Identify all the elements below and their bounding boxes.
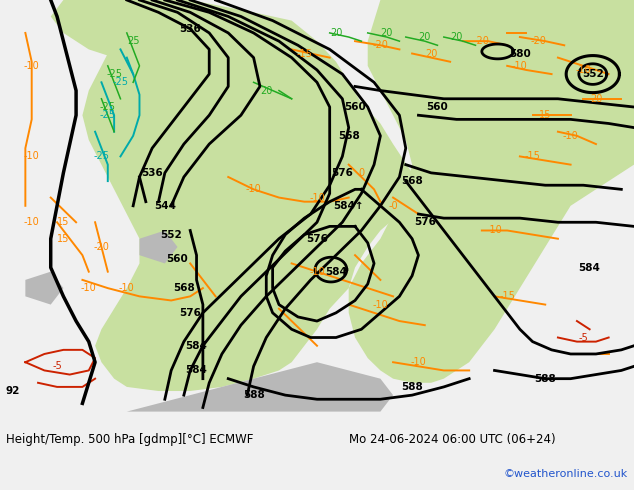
Polygon shape	[25, 271, 63, 305]
Text: Mo 24-06-2024 06:00 UTC (06+24): Mo 24-06-2024 06:00 UTC (06+24)	[349, 433, 555, 445]
Text: -10: -10	[512, 61, 527, 71]
Text: -25: -25	[112, 77, 129, 87]
Text: 576: 576	[414, 217, 436, 227]
Text: 588: 588	[534, 374, 556, 384]
Text: 92: 92	[6, 386, 20, 396]
Text: 20: 20	[590, 94, 602, 104]
Text: 584↑: 584↑	[333, 201, 364, 211]
Text: -20: -20	[474, 36, 490, 46]
Text: 568: 568	[401, 176, 423, 186]
Text: -10: -10	[24, 151, 39, 161]
Text: -10: -10	[119, 283, 134, 293]
Text: 560: 560	[167, 254, 188, 264]
Text: -0: -0	[388, 201, 398, 211]
Text: 560: 560	[427, 102, 448, 112]
Text: -20: -20	[531, 36, 547, 46]
Text: -5: -5	[578, 333, 588, 343]
Text: 576: 576	[332, 168, 353, 178]
Text: 20: 20	[425, 49, 437, 58]
Text: -25: -25	[100, 110, 116, 120]
Text: -10: -10	[411, 357, 426, 367]
Text: -10: -10	[373, 299, 388, 310]
Text: 25: 25	[127, 36, 139, 46]
Text: 584: 584	[325, 267, 347, 277]
Text: ©weatheronline.co.uk: ©weatheronline.co.uk	[503, 469, 628, 479]
Text: 560: 560	[344, 102, 366, 112]
Polygon shape	[51, 0, 165, 58]
Text: -15: -15	[296, 49, 313, 58]
Text: -25: -25	[100, 102, 116, 112]
Text: 20: 20	[330, 28, 342, 38]
Text: 552: 552	[160, 230, 182, 240]
Text: -10: -10	[563, 131, 578, 141]
Text: 568: 568	[173, 283, 195, 293]
Text: 544: 544	[154, 201, 176, 211]
Text: -10: -10	[487, 225, 502, 236]
Text: 588: 588	[401, 382, 423, 392]
Text: 15: 15	[57, 217, 70, 227]
Polygon shape	[82, 0, 412, 391]
Text: 536: 536	[141, 168, 163, 178]
Text: 584: 584	[579, 263, 600, 272]
Text: 536: 536	[179, 24, 201, 34]
Text: 568: 568	[338, 131, 359, 141]
Text: -20: -20	[372, 40, 389, 50]
Text: 584: 584	[186, 366, 207, 375]
Text: -15: -15	[524, 151, 541, 161]
Text: 0: 0	[358, 168, 365, 178]
Polygon shape	[349, 0, 634, 383]
Text: -10: -10	[246, 184, 261, 195]
Text: 576: 576	[179, 308, 201, 318]
Text: -10: -10	[576, 65, 591, 75]
Text: 588: 588	[243, 390, 264, 400]
Text: Height/Temp. 500 hPa [gdmp][°C] ECMWF: Height/Temp. 500 hPa [gdmp][°C] ECMWF	[6, 433, 254, 445]
Text: 20: 20	[260, 86, 273, 96]
Text: 20: 20	[450, 32, 463, 42]
Text: 20: 20	[380, 28, 393, 38]
Text: 584: 584	[186, 341, 207, 351]
Polygon shape	[127, 362, 393, 412]
Text: -10: -10	[81, 283, 96, 293]
Text: -20: -20	[93, 242, 110, 252]
Text: 580: 580	[509, 49, 531, 58]
Text: 15: 15	[539, 110, 552, 120]
Text: 15: 15	[57, 234, 70, 244]
Text: -10: -10	[309, 267, 325, 277]
Text: -10: -10	[24, 61, 39, 71]
Polygon shape	[139, 230, 178, 264]
Text: 552: 552	[582, 69, 604, 79]
Text: -10: -10	[309, 193, 325, 202]
Text: -10: -10	[24, 217, 39, 227]
Text: -25: -25	[93, 151, 110, 161]
Text: -15: -15	[499, 292, 515, 301]
Text: -5: -5	[52, 361, 62, 371]
Text: 20: 20	[418, 32, 431, 42]
Text: 576: 576	[306, 234, 328, 244]
Polygon shape	[583, 0, 634, 132]
Text: -25: -25	[106, 69, 122, 79]
